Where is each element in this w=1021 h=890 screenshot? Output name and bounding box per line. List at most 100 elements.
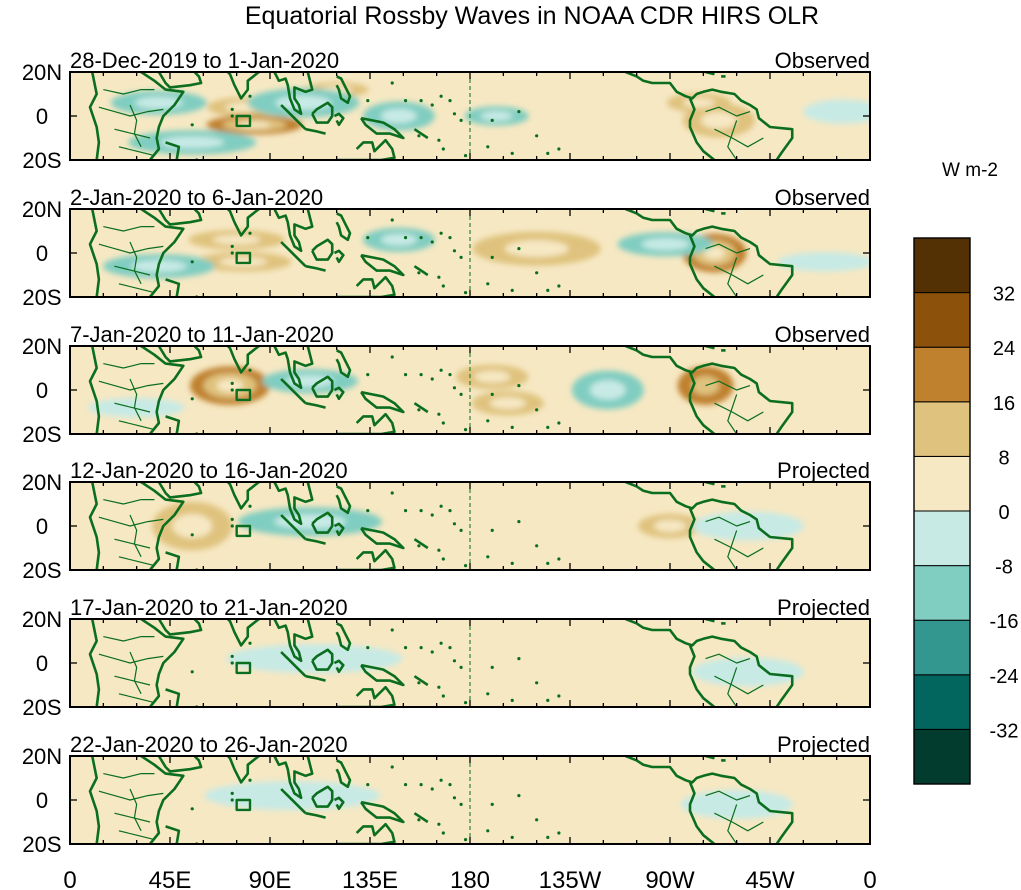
coastline (333, 796, 345, 811)
island-dot (459, 255, 463, 259)
coastline (701, 482, 715, 486)
island-dot (230, 244, 234, 248)
country-border (714, 675, 764, 695)
x-tick-label: 135W (539, 867, 602, 890)
coastline (701, 209, 715, 213)
island-dot (430, 103, 434, 107)
country-border (714, 812, 764, 832)
coastline (305, 811, 326, 819)
island-dot (510, 561, 514, 566)
coastlines (88, 346, 794, 434)
panel-period: 7-Jan-2020 to 11-Jan-2020 (70, 322, 334, 347)
island-dot (486, 282, 490, 286)
anomaly-cell (691, 375, 720, 396)
y-tick-label: 20N (22, 744, 62, 769)
country-border (118, 830, 155, 841)
coastline (335, 212, 352, 242)
island-dot (546, 561, 550, 566)
coastline (88, 756, 101, 844)
island-dot (448, 99, 452, 103)
colorbar-swatch (913, 401, 971, 457)
coastline (305, 264, 326, 272)
colorbar-tick-label: 16 (993, 393, 1015, 415)
x-tick-label: 0 (863, 867, 876, 890)
island-dot (463, 428, 468, 432)
coastline (88, 72, 101, 160)
map-panels: 20N 0 20S 28-Dec-2019 to 1-Jan-2020 Observed… (22, 48, 871, 857)
colorbar-label: W m-2 (942, 160, 998, 181)
island-dot (366, 373, 370, 377)
anomaly-cell (803, 99, 870, 124)
coastline (157, 619, 203, 636)
islands (190, 491, 561, 570)
island-dot (430, 513, 434, 517)
island-dot (430, 787, 434, 791)
coastline (688, 644, 716, 707)
island-dot (230, 251, 234, 255)
island-dot (190, 807, 194, 811)
island-dot (535, 134, 539, 138)
island-dot (417, 134, 421, 138)
country-border (714, 128, 764, 148)
y-tick-label: 20S (22, 832, 61, 857)
island-dot (452, 796, 457, 800)
x-tick-label: 45E (149, 867, 192, 890)
island-dot (437, 548, 441, 552)
coastlines (88, 619, 794, 707)
anomaly-cell (589, 380, 626, 400)
anomaly-cell (691, 657, 804, 687)
coastline (157, 756, 203, 773)
panel-status: Projected (777, 458, 870, 483)
country-border (129, 651, 142, 695)
island-dot (230, 524, 234, 528)
island-dot (490, 118, 494, 122)
country-border (714, 402, 764, 422)
island-dot (463, 291, 468, 295)
island-dot (403, 509, 408, 513)
country-border (129, 514, 142, 558)
island-dot (490, 665, 494, 670)
island-dot (463, 838, 468, 842)
y-tick-label: 0 (36, 788, 48, 813)
island-dot (366, 646, 370, 650)
anomaly-cell (504, 240, 569, 258)
islands (190, 355, 561, 434)
island-dot (390, 81, 394, 85)
coastline (311, 238, 334, 261)
island-dot (439, 368, 443, 372)
anomaly-cell (703, 246, 726, 260)
island-dot (439, 504, 443, 508)
island-dot (230, 791, 234, 796)
island-dot (535, 271, 539, 275)
island-dot (390, 628, 394, 632)
country-border (727, 394, 738, 434)
country-border (114, 675, 151, 686)
y-tick-label: 0 (36, 241, 48, 266)
coastline (413, 675, 429, 687)
anomaly-cell (682, 97, 715, 108)
anomaly-field (102, 227, 870, 279)
island-dot (490, 802, 494, 807)
island-dot (441, 284, 445, 288)
island-dot (190, 397, 194, 401)
colorbar-tick-label: 8 (998, 447, 1009, 469)
coastline (625, 756, 794, 844)
island-dot (452, 386, 457, 390)
colorbar-tick-label: -8 (995, 557, 1013, 579)
island-dot (230, 517, 234, 522)
country-border (727, 257, 738, 297)
coastline (221, 619, 314, 663)
island-dot (490, 255, 494, 259)
panel-status: Observed (775, 48, 870, 73)
coastline (333, 386, 345, 401)
island-dot (366, 236, 370, 240)
island-dot (546, 288, 550, 292)
coastline (221, 756, 314, 800)
island-dot (557, 284, 561, 288)
coastline (625, 619, 794, 707)
island-dot (490, 392, 494, 396)
country-border (103, 635, 155, 642)
coastline (333, 522, 345, 537)
y-tick-label: 20S (22, 285, 61, 310)
panel-period: 12-Jan-2020 to 16-Jan-2020 (70, 458, 348, 483)
